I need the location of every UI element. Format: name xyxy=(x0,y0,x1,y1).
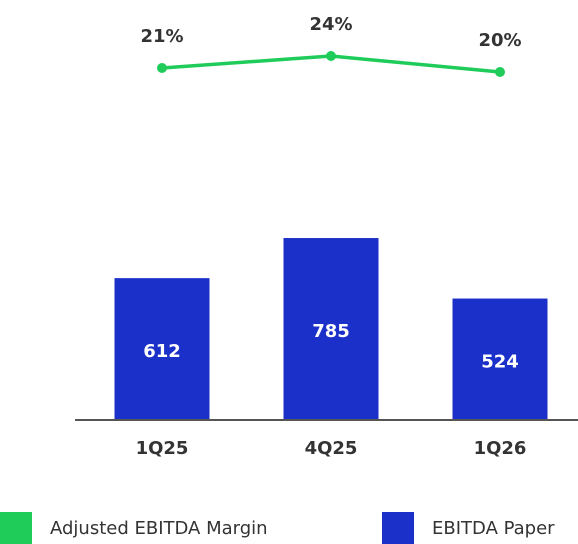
margin-point xyxy=(326,51,336,61)
bar-value-label: 785 xyxy=(312,321,350,342)
legend-label: EBITDA Paper xyxy=(432,518,555,539)
legend-label: Adjusted EBITDA Margin xyxy=(50,518,268,539)
bar xyxy=(114,278,210,420)
margin-value-label: 21% xyxy=(140,26,183,47)
bar xyxy=(452,298,548,420)
legend-swatch xyxy=(382,512,414,544)
x-tick-label: 1Q25 xyxy=(136,438,189,459)
bar-value-label: 524 xyxy=(481,351,519,372)
bar-value-label: 612 xyxy=(143,341,181,362)
legend-swatch xyxy=(0,512,32,544)
margin-value-label: 24% xyxy=(309,14,352,35)
bar xyxy=(283,238,379,420)
margin-point xyxy=(495,67,505,77)
margin-point xyxy=(157,63,167,73)
x-tick-label: 4Q25 xyxy=(305,438,358,459)
margin-value-label: 20% xyxy=(478,30,521,51)
x-tick-label: 1Q26 xyxy=(474,438,527,459)
